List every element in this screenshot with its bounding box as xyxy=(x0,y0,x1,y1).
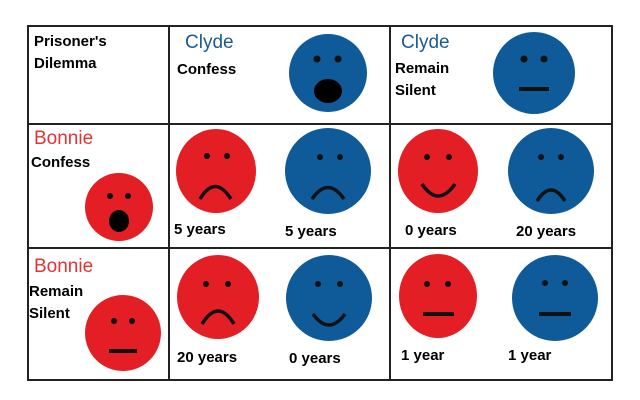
title-line-1: Prisoner's xyxy=(34,33,107,50)
column-1-clyde-shocked-face-icon xyxy=(289,34,367,112)
column-1-action: Confess xyxy=(177,59,236,81)
row-2-bonnie-neutral-face-icon xyxy=(85,295,161,371)
column-2-action: Remain Silent xyxy=(395,58,449,102)
r1c1-clyde-sad-face-icon xyxy=(285,128,371,214)
r2c1-clyde-sentence: 0 years xyxy=(289,350,341,367)
r2c1-bonnie-sentence: 20 years xyxy=(177,349,238,366)
grid-line-top xyxy=(27,25,612,27)
column-2-action-line-1: Remain xyxy=(395,60,450,77)
matrix-title: Prisoner's Dilemma xyxy=(34,31,107,75)
column-2-player-name: Clyde xyxy=(401,32,450,53)
grid-line-left xyxy=(27,25,29,381)
grid-line-bottom xyxy=(27,379,612,381)
r1c1-bonnie-sad-face-icon xyxy=(176,129,256,213)
r2c2-bonnie-sentence: 1 year xyxy=(401,347,445,364)
r1c2-clyde-sad-face-icon xyxy=(508,128,594,214)
r1c2-clyde-sentence: 20 years xyxy=(516,223,577,240)
row-2-action-line-2: Silent xyxy=(29,305,70,322)
r1c1-bonnie-sentence: 5 years xyxy=(174,221,226,238)
r1c1-clyde-sentence: 5 years xyxy=(285,223,337,240)
r2c2-clyde-neutral-face-icon xyxy=(512,255,598,341)
column-1-action-line-1: Confess xyxy=(177,61,237,78)
column-2-action-line-2: Silent xyxy=(395,82,436,99)
row-1-action-line-1: Confess xyxy=(31,154,91,171)
grid-line-col2 xyxy=(389,25,391,381)
r1c2-bonnie-happy-face-icon xyxy=(398,129,478,213)
row-1-action: Confess xyxy=(31,152,90,174)
row-2-action: Remain Silent xyxy=(29,281,83,325)
r2c2-bonnie-neutral-face-icon xyxy=(399,254,477,338)
column-2-clyde-neutral-face-icon xyxy=(493,32,575,114)
grid-line-row2 xyxy=(27,247,612,249)
row-1-bonnie-shocked-face-icon xyxy=(85,173,153,241)
row-2-action-line-1: Remain xyxy=(29,283,84,300)
column-1-player-name: Clyde xyxy=(185,32,234,53)
row-2-player-name: Bonnie xyxy=(34,256,94,277)
r1c2-bonnie-sentence: 0 years xyxy=(405,222,457,239)
grid-line-row1 xyxy=(27,123,612,125)
r2c1-clyde-happy-face-icon xyxy=(286,255,372,341)
grid-line-col1 xyxy=(168,25,170,381)
r2c1-bonnie-sad-face-icon xyxy=(177,255,259,339)
row-1-player-name: Bonnie xyxy=(34,128,94,149)
grid-line-right xyxy=(611,25,613,381)
title-line-2: Dilemma xyxy=(34,55,97,72)
r2c2-clyde-sentence: 1 year xyxy=(508,347,552,364)
